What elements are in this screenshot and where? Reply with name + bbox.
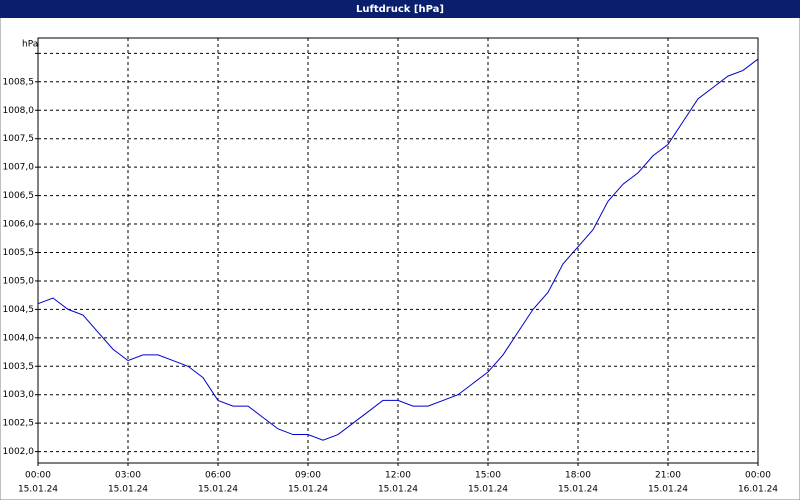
x-tick-label: 15:00: [475, 471, 501, 481]
x-tick-date: 15.01.24: [198, 485, 238, 495]
y-tick-label: 1005,0: [3, 276, 35, 286]
y-tick-label: 1006,0: [3, 220, 35, 230]
y-tick-label: 1003,5: [3, 362, 35, 372]
x-tick-date: 15.01.24: [468, 485, 508, 495]
x-tick-date: 16.01.24: [738, 485, 778, 495]
x-tick-label: 06:00: [205, 471, 231, 481]
y-tick-label: 1005,5: [3, 248, 35, 258]
x-tick-label: 00:00: [745, 471, 771, 481]
plot-border: [37, 37, 759, 464]
y-axis-label: hPa: [22, 40, 38, 50]
x-tick-label: 12:00: [385, 471, 411, 481]
y-tick-label: 1004,0: [3, 333, 35, 343]
y-tick-label: 1004,5: [3, 305, 35, 315]
y-tick-label: 1007,5: [3, 134, 35, 144]
x-tick-date: 15.01.24: [648, 485, 688, 495]
y-tick-label: 1002,5: [3, 419, 35, 429]
y-tick-label: 1003,0: [3, 390, 35, 400]
x-tick-label: 21:00: [655, 471, 681, 481]
y-tick-label: 1008,5: [3, 77, 35, 87]
y-tick-label: 1002,0: [3, 447, 35, 457]
x-tick-label: 09:00: [295, 471, 321, 481]
x-tick-date: 15.01.24: [288, 485, 328, 495]
x-tick-label: 18:00: [565, 471, 591, 481]
x-tick-date: 15.01.24: [378, 485, 418, 495]
chart-title: Luftdruck [hPa]: [356, 4, 444, 15]
x-tick-label: 00:00: [25, 471, 51, 481]
y-tick-label: 1008,0: [3, 106, 35, 116]
x-tick-date: 15.01.24: [108, 485, 148, 495]
title-bar: [0, 0, 800, 18]
x-tick-date: 15.01.24: [18, 485, 58, 495]
y-tick-label: 1007,0: [3, 163, 35, 173]
x-tick-date: 15.01.24: [558, 485, 598, 495]
x-tick-label: 03:00: [115, 471, 141, 481]
data-line: [37, 58, 759, 441]
y-tick-label: 1006,5: [3, 191, 35, 201]
